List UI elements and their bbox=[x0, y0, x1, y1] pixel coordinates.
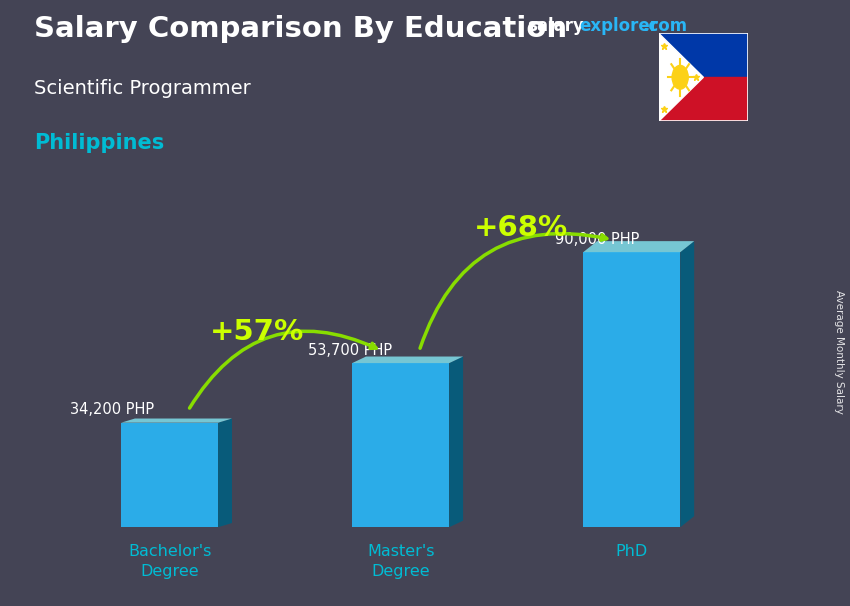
Polygon shape bbox=[218, 419, 232, 527]
FancyBboxPatch shape bbox=[121, 423, 218, 527]
Text: Scientific Programmer: Scientific Programmer bbox=[34, 79, 251, 98]
Text: Philippines: Philippines bbox=[34, 133, 164, 153]
Text: .com: .com bbox=[643, 17, 688, 35]
Polygon shape bbox=[680, 241, 694, 527]
Text: 34,200 PHP: 34,200 PHP bbox=[70, 402, 154, 417]
Text: +57%: +57% bbox=[210, 318, 304, 346]
Polygon shape bbox=[583, 241, 694, 252]
Text: Average Monthly Salary: Average Monthly Salary bbox=[834, 290, 844, 413]
Circle shape bbox=[672, 65, 688, 89]
Text: 53,700 PHP: 53,700 PHP bbox=[308, 342, 392, 358]
FancyBboxPatch shape bbox=[583, 252, 680, 527]
Polygon shape bbox=[449, 356, 463, 527]
Polygon shape bbox=[121, 419, 232, 423]
Polygon shape bbox=[352, 356, 463, 363]
Polygon shape bbox=[659, 33, 703, 121]
FancyBboxPatch shape bbox=[352, 363, 449, 527]
Text: 90,000 PHP: 90,000 PHP bbox=[555, 231, 639, 247]
Bar bbox=[659, 77, 748, 121]
Text: salary: salary bbox=[527, 17, 584, 35]
Text: +68%: +68% bbox=[473, 214, 568, 242]
Text: Salary Comparison By Education: Salary Comparison By Education bbox=[34, 15, 567, 43]
Text: explorer: explorer bbox=[580, 17, 659, 35]
Bar bbox=[659, 33, 748, 77]
